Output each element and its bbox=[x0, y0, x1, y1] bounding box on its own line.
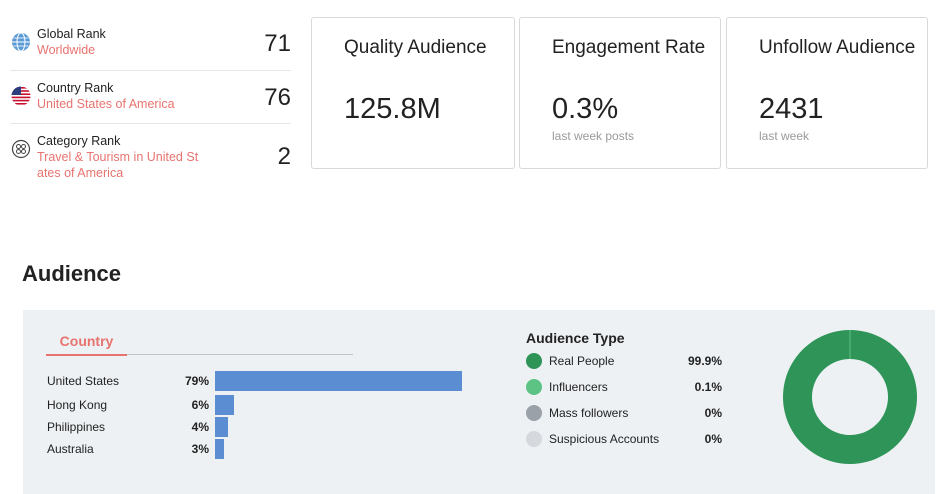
country-bar-row: Hong Kong 6% bbox=[47, 395, 467, 415]
country-bar-row: Australia 3% bbox=[47, 439, 467, 459]
country-bar bbox=[215, 371, 462, 391]
donut-slice-real-people bbox=[783, 330, 917, 464]
card-subtitle: last week posts bbox=[552, 129, 635, 143]
audience-type-percent: 0.1% bbox=[694, 380, 722, 394]
rank-label: Global Rank bbox=[37, 27, 106, 41]
category-rank-row: Category Rank Travel & Tourism in United… bbox=[10, 124, 291, 184]
audience-type-donut bbox=[783, 330, 917, 464]
country-percent: 79% bbox=[184, 374, 209, 388]
globe-icon bbox=[12, 32, 30, 52]
rank-value: 71 bbox=[264, 30, 291, 57]
audience-panel: Country United States 79% Hong Kong 6% P… bbox=[23, 310, 935, 494]
rank-scope-link[interactable]: Worldwide bbox=[37, 43, 96, 57]
country-percent: 6% bbox=[191, 398, 209, 412]
legend-dot-icon bbox=[526, 405, 542, 421]
legend-dot-icon bbox=[526, 431, 542, 447]
card-title: Quality Audience bbox=[344, 37, 487, 58]
card-value: 2431 bbox=[759, 93, 824, 125]
audience-type-label: Influencers bbox=[549, 380, 608, 394]
country-name: Hong Kong bbox=[47, 398, 108, 412]
category-icon bbox=[11, 139, 31, 159]
country-name: Philippines bbox=[47, 420, 106, 434]
us-flag-icon bbox=[11, 86, 31, 106]
card-subtitle: last week bbox=[759, 129, 810, 143]
country-name: Australia bbox=[47, 442, 94, 456]
unfollow-audience-card: Unfollow Audience 2431 last week bbox=[726, 17, 928, 169]
country-bar bbox=[215, 439, 224, 459]
country-bar bbox=[215, 395, 234, 415]
country-rank-row: Country Rank United States of America 76 bbox=[10, 71, 291, 124]
card-value: 125.8M bbox=[344, 93, 441, 125]
audience-type-item: Suspicious Accounts 0% bbox=[526, 430, 722, 448]
card-title: Engagement Rate bbox=[552, 37, 706, 58]
rank-label: Country Rank bbox=[37, 81, 114, 95]
legend-dot-icon bbox=[526, 379, 542, 395]
audience-type-item: Mass followers 0% bbox=[526, 404, 722, 422]
rank-value: 2 bbox=[277, 143, 291, 170]
audience-type-percent: 0% bbox=[704, 432, 722, 446]
tab-divider bbox=[127, 354, 353, 355]
rank-list: Global Rank Worldwide 71 Country Rank Un… bbox=[10, 17, 291, 184]
engagement-rate-card: Engagement Rate 0.3% last week posts bbox=[519, 17, 721, 169]
audience-heading: Audience bbox=[22, 261, 122, 286]
country-name: United States bbox=[47, 374, 120, 388]
audience-type-label: Mass followers bbox=[549, 406, 629, 420]
tab-country[interactable]: Country bbox=[46, 333, 127, 356]
rank-label: Category Rank bbox=[37, 134, 121, 148]
audience-type-percent: 99.9% bbox=[687, 354, 722, 368]
country-bar-row: Philippines 4% bbox=[47, 417, 467, 437]
rank-scope-link[interactable]: Travel & Tourism in United St ates of Am… bbox=[37, 150, 199, 180]
audience-type-percent: 0% bbox=[704, 406, 722, 420]
country-bar-row: United States 79% bbox=[47, 371, 467, 391]
audience-type-item: Real People 99.9% bbox=[526, 352, 722, 370]
country-percent: 3% bbox=[191, 442, 209, 456]
global-rank-row: Global Rank Worldwide 71 bbox=[10, 17, 291, 71]
audience-type-title: Audience Type bbox=[526, 330, 625, 346]
quality-audience-card: Quality Audience 125.8M bbox=[311, 17, 515, 169]
rank-scope-link[interactable]: United States of America bbox=[37, 97, 175, 111]
audience-type-label: Suspicious Accounts bbox=[549, 432, 660, 446]
country-bar bbox=[215, 417, 228, 437]
rank-value: 76 bbox=[264, 84, 291, 111]
audience-type-label: Real People bbox=[549, 354, 615, 368]
card-title: Unfollow Audience bbox=[759, 37, 916, 58]
card-value: 0.3% bbox=[552, 93, 619, 125]
audience-type-item: Influencers 0.1% bbox=[526, 378, 722, 396]
legend-dot-icon bbox=[526, 353, 542, 369]
country-percent: 4% bbox=[191, 420, 209, 434]
